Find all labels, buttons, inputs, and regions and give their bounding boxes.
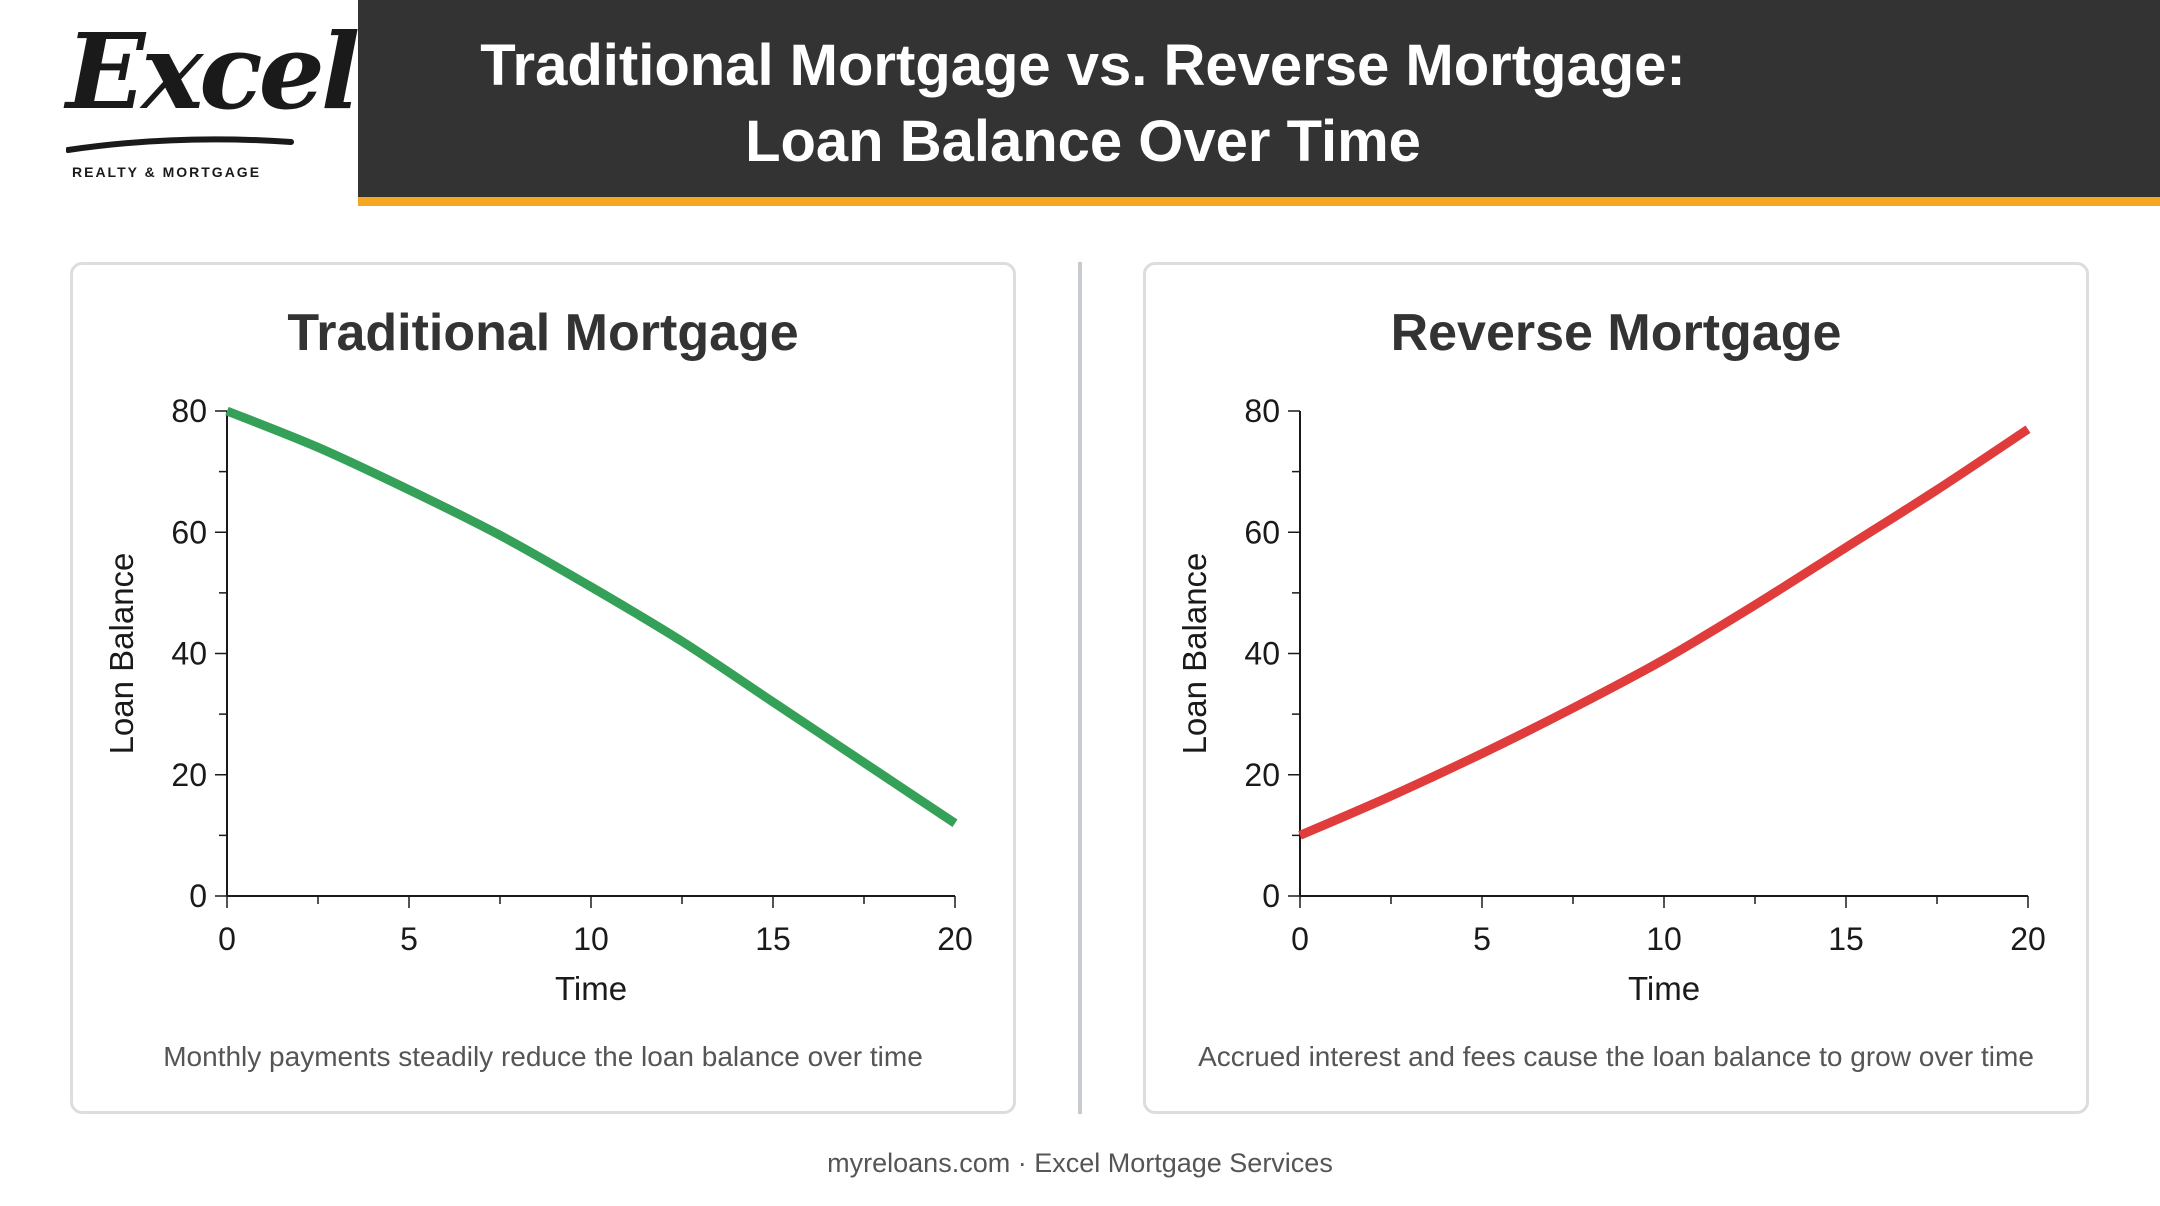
traditional-x-tick-label: 15 xyxy=(755,921,791,957)
reverse-x-axis-title: Time xyxy=(1628,970,1700,1007)
reverse-series-line xyxy=(1298,425,2031,840)
reverse-y-tick-label: 60 xyxy=(1244,514,1280,550)
banner-accent-bar xyxy=(358,197,2160,206)
page-title-line2: Loan Balance Over Time xyxy=(745,109,1421,174)
logo-subtitle: REALTY & MORTGAGE xyxy=(72,164,262,180)
traditional-x-tick-label: 0 xyxy=(218,921,236,957)
reverse-y-tick-label: 80 xyxy=(1244,393,1280,429)
traditional-y-tick-label: 20 xyxy=(171,757,207,793)
panel-divider xyxy=(1078,262,1082,1114)
traditional-x-tick-label: 5 xyxy=(400,921,418,957)
reverse-chart-title: Reverse Mortgage xyxy=(1390,304,1842,362)
traditional-x-tick-label: 10 xyxy=(573,921,609,957)
reverse-x-tick-label: 0 xyxy=(1291,921,1309,957)
traditional-caption: Monthly payments steadily reduce the loa… xyxy=(163,1041,923,1072)
page-title-line1: Traditional Mortgage vs. Reverse Mortgag… xyxy=(480,33,1686,98)
reverse-y-tick-label: 20 xyxy=(1244,757,1280,793)
traditional-chart: 0 20 40 60 80 0 5 10 15 20 Time Loan Balance xyxy=(103,393,973,1007)
reverse-caption: Accrued interest and fees cause the loan… xyxy=(1198,1041,2034,1072)
traditional-y-tick-label: 40 xyxy=(171,636,207,672)
footer-credit: myreloans.com · Excel Mortgage Services xyxy=(827,1148,1333,1178)
reverse-chart: 0 20 40 60 80 0 5 10 15 20 Time Loan Balance xyxy=(1176,393,2046,1007)
traditional-series-line xyxy=(225,406,958,827)
traditional-chart-title: Traditional Mortgage xyxy=(287,304,799,362)
reverse-y-tick-label: 40 xyxy=(1244,636,1280,672)
traditional-y-axis-title: Loan Balance xyxy=(103,553,140,755)
reverse-x-tick-label: 15 xyxy=(1828,921,1864,957)
page-title: Traditional Mortgage vs. Reverse Mortgag… xyxy=(358,28,1808,180)
traditional-y-tick-label: 80 xyxy=(171,393,207,429)
reverse-y-tick-label: 0 xyxy=(1262,878,1280,914)
logo: Excel REALTY & MORTGAGE xyxy=(0,0,360,206)
reverse-mortgage-panel: Reverse Mortgage 0 20 40 60 80 0 5 10 15 20 Time Lo… xyxy=(1143,262,2089,1114)
traditional-x-tick-label: 20 xyxy=(937,921,973,957)
traditional-mortgage-panel: Traditional Mortgage 0 20 40 60 80 0 5 10 15 20 Ti… xyxy=(70,262,1016,1114)
title-banner xyxy=(358,0,2160,197)
traditional-x-axis-title: Time xyxy=(555,970,627,1007)
logo-script-text: Excel xyxy=(66,10,360,133)
traditional-y-tick-label: 60 xyxy=(171,514,207,550)
logo-swoosh-icon xyxy=(66,136,294,153)
reverse-y-axis-title: Loan Balance xyxy=(1176,553,1213,755)
reverse-x-tick-label: 5 xyxy=(1473,921,1491,957)
reverse-x-tick-label: 20 xyxy=(2010,921,2046,957)
traditional-y-tick-label: 0 xyxy=(189,878,207,914)
header: Excel REALTY & MORTGAGE Traditional Mort… xyxy=(0,0,2160,206)
reverse-x-tick-label: 10 xyxy=(1646,921,1682,957)
